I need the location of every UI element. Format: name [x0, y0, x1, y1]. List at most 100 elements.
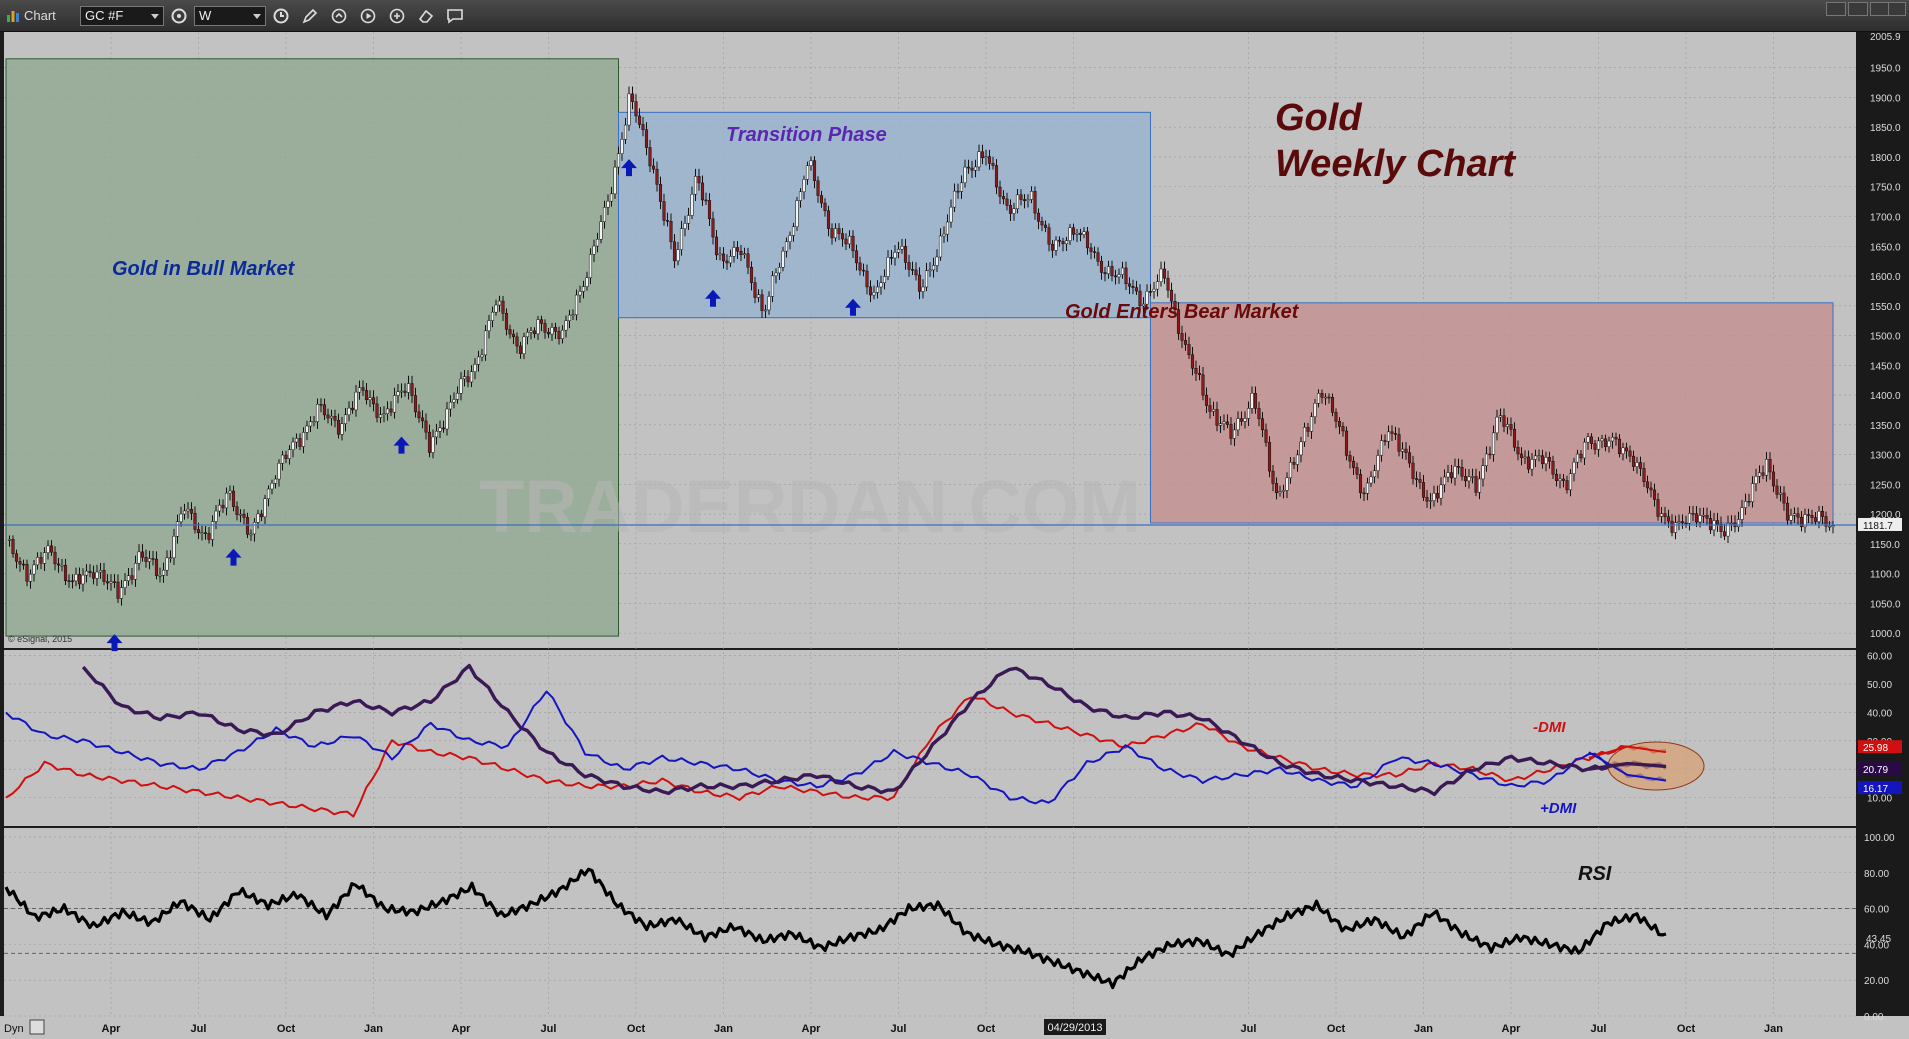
chevron-down-icon[interactable] — [253, 14, 261, 19]
candle-body — [952, 190, 957, 208]
candle-body — [1183, 340, 1188, 345]
chart-canvas[interactable]: TRADERDAN.COM © eSignal, 2015 Gold Weekl… — [0, 32, 1909, 1039]
candle-body — [1299, 441, 1303, 456]
price-tick-label: 1750.0 — [1870, 183, 1901, 194]
candle-body — [1096, 252, 1100, 262]
candle-body — [553, 327, 558, 332]
candle-body — [151, 558, 155, 560]
candle-body — [74, 574, 78, 582]
candle-body — [210, 521, 215, 540]
minimize-button[interactable] — [1848, 2, 1868, 16]
maximize-button[interactable] — [1870, 2, 1890, 16]
candle-body — [312, 421, 316, 423]
candle-body — [847, 235, 852, 245]
candle-body — [567, 314, 572, 321]
candle-body — [403, 390, 407, 393]
candle-body — [1043, 224, 1048, 228]
candle-body — [1610, 437, 1615, 442]
candle-body — [39, 557, 43, 564]
candle-body — [1267, 442, 1272, 472]
candle-body — [1509, 424, 1513, 430]
candle-body — [1215, 409, 1219, 426]
time-axis-label: Jan — [1764, 1023, 1783, 1035]
candle-body — [1211, 409, 1216, 412]
candle-body — [1810, 515, 1814, 518]
candle-body — [452, 399, 456, 403]
scroll-lock-icon[interactable] — [29, 1019, 45, 1035]
candle-body — [1250, 393, 1254, 409]
candle-body — [1022, 199, 1027, 201]
candle-body — [1565, 480, 1569, 491]
bottom-bar-label: Dyn — [4, 1023, 24, 1035]
chevron-down-icon[interactable] — [151, 14, 159, 19]
interval-options-button[interactable] — [271, 6, 291, 26]
annotation-title-line1: Gold — [1275, 97, 1362, 139]
candle-body — [693, 176, 698, 195]
time-axis[interactable] — [0, 1016, 1909, 1039]
draw-tool-button[interactable] — [300, 6, 320, 26]
replay-button[interactable] — [358, 6, 378, 26]
interval-input[interactable]: W — [194, 6, 266, 26]
candle-body — [1817, 510, 1821, 522]
candle-body — [130, 575, 134, 580]
candle-body — [1089, 247, 1093, 252]
candle-body — [1404, 448, 1408, 453]
candle-body — [784, 241, 789, 252]
candle-body — [1033, 191, 1037, 214]
comment-icon — [447, 9, 463, 24]
dmi-tick-label: 40.00 — [1867, 708, 1892, 719]
candle-body — [637, 115, 642, 125]
candle-body — [1306, 427, 1310, 432]
candle-body — [252, 522, 257, 535]
candle-body — [490, 311, 495, 321]
candle-body — [259, 513, 264, 518]
symbol-input[interactable]: GC #F — [80, 6, 164, 26]
candle-body — [1131, 285, 1135, 288]
candle-body — [1796, 513, 1800, 518]
candle-body — [966, 166, 971, 169]
restore-button[interactable] — [1826, 2, 1846, 16]
candle-body — [1386, 431, 1391, 442]
candle-body — [679, 228, 684, 250]
candle-body — [1029, 191, 1034, 200]
candle-body — [1589, 436, 1594, 444]
chart-logo-icon — [7, 11, 19, 22]
adx-last-value: 20.79 — [1863, 765, 1888, 776]
candle-body — [1225, 421, 1230, 425]
close-button[interactable] — [1888, 2, 1906, 16]
candle-body — [56, 563, 61, 566]
candle-body — [158, 574, 162, 577]
candle-body — [46, 545, 50, 553]
candle-body — [1670, 520, 1674, 533]
cycle-tool-button[interactable] — [329, 6, 349, 26]
candle-body — [1747, 501, 1751, 503]
candle-body — [1369, 476, 1373, 484]
price-tick-label: 1500.0 — [1870, 332, 1901, 343]
candle-body — [1638, 462, 1643, 469]
time-axis-label: Jan — [364, 1023, 383, 1035]
rsi-panel[interactable] — [4, 828, 1856, 1016]
candle-body — [189, 508, 194, 514]
candle-body — [606, 200, 610, 208]
time-axis-label: Jul — [1591, 1023, 1607, 1035]
candle-body — [1099, 261, 1104, 273]
candle-body — [1530, 459, 1534, 470]
dmi-panel[interactable] — [4, 650, 1856, 826]
zoom-button[interactable] — [387, 6, 407, 26]
candle-body — [1344, 430, 1349, 456]
comment-button[interactable] — [445, 6, 465, 26]
candle-body — [732, 247, 736, 257]
candle-body — [1621, 447, 1625, 455]
candle-body — [1691, 513, 1695, 515]
candle-body — [1316, 393, 1321, 404]
candle-body — [973, 166, 978, 171]
eraser-button[interactable] — [416, 6, 436, 26]
candle-body — [970, 167, 974, 171]
candle-body — [277, 462, 281, 480]
candle-body — [1113, 275, 1118, 278]
candle-body — [291, 441, 295, 450]
symbol-options-button[interactable] — [169, 6, 189, 26]
candle-body — [95, 571, 99, 579]
price-tick-label: 1250.0 — [1870, 480, 1901, 491]
candle-body — [1103, 272, 1107, 275]
